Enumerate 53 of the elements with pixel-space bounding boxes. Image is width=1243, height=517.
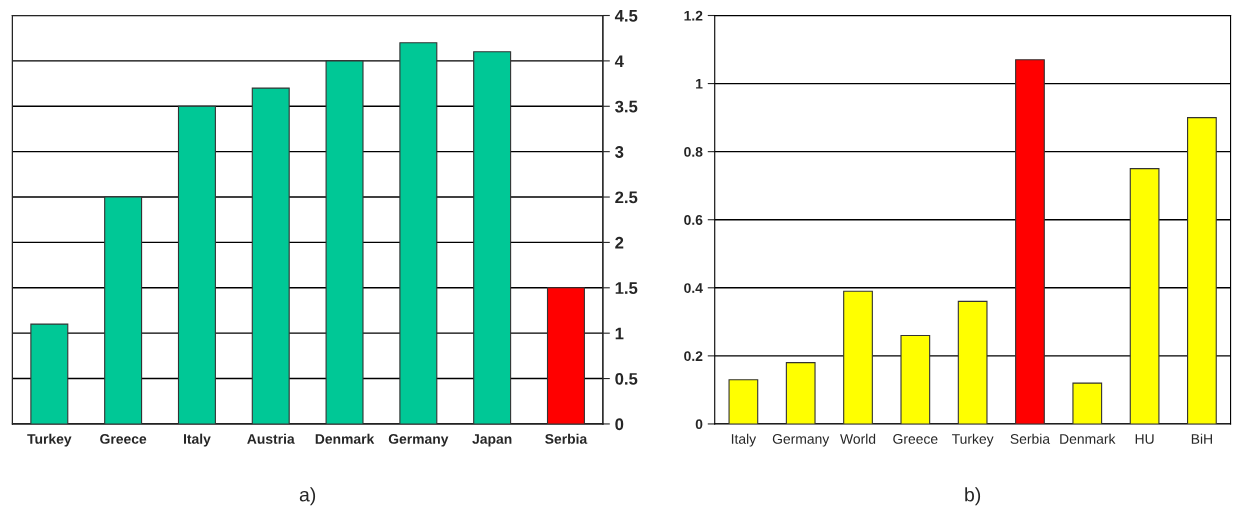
y-tick-label: 0.8 <box>684 146 703 157</box>
bar <box>177 105 216 424</box>
x-tick-label: Denmark <box>1060 433 1116 444</box>
bar <box>251 87 290 424</box>
y2-tick-label: 2.5 <box>615 191 638 204</box>
x-tick-label: World <box>840 433 876 444</box>
bar <box>785 362 816 424</box>
x-tick-label: Germany <box>388 434 449 447</box>
bar <box>1015 59 1045 424</box>
bar <box>473 51 512 424</box>
bar <box>957 300 988 424</box>
y2-tick-label: 0.5 <box>615 372 638 385</box>
x-tick-label: Greece <box>893 434 938 444</box>
x-tick-label: Turkey <box>952 433 994 447</box>
y-tick-label: 0 <box>695 419 703 430</box>
y2-tick-label: 4 <box>614 55 624 67</box>
bar <box>104 196 143 424</box>
x-tick-label: Germany <box>772 434 830 447</box>
bar <box>1187 117 1217 424</box>
x-tick-label: Greece <box>100 434 147 444</box>
y2-tick-label: 1 <box>615 327 624 340</box>
y-tick-label: 0.2 <box>684 351 703 362</box>
y2-tick-label: 1.5 <box>615 282 638 294</box>
y2-tick-label: 0 <box>615 418 624 431</box>
x-tick-label: Serbia <box>545 433 588 444</box>
bar <box>900 334 931 424</box>
x-tick-label: Serbia <box>1010 433 1051 444</box>
bar <box>843 290 873 424</box>
text: a) <box>299 487 316 506</box>
y2-tick-label: 2 <box>615 236 624 249</box>
x-tick-label: Turkey <box>27 433 72 447</box>
y-tick-label: 0.6 <box>684 215 703 225</box>
y-tick-label: 0.4 <box>684 283 703 293</box>
y2-tick-label: 3.5 <box>615 100 638 113</box>
x-tick-label: Japan <box>472 434 512 447</box>
bar <box>728 379 759 424</box>
y2-tick-label: 4.5 <box>614 10 638 22</box>
x-tick-label: Italy <box>731 433 757 447</box>
bar <box>546 287 585 424</box>
x-tick-label: Austria <box>247 433 295 444</box>
x-tick-label: HU <box>1135 434 1154 444</box>
x-tick-label: Denmark <box>315 433 375 444</box>
bar <box>1072 382 1103 424</box>
bar <box>399 42 438 424</box>
bar <box>30 323 69 424</box>
x-tick-label: BiH <box>1191 433 1212 444</box>
y-tick-label: 1.2 <box>684 10 703 21</box>
x-tick-label: Italy <box>183 433 211 447</box>
bar <box>325 60 364 424</box>
y2-tick-label: 3 <box>615 146 624 158</box>
y-tick-label: 1 <box>696 79 703 89</box>
bar <box>1129 168 1160 424</box>
text: b) <box>965 487 981 506</box>
